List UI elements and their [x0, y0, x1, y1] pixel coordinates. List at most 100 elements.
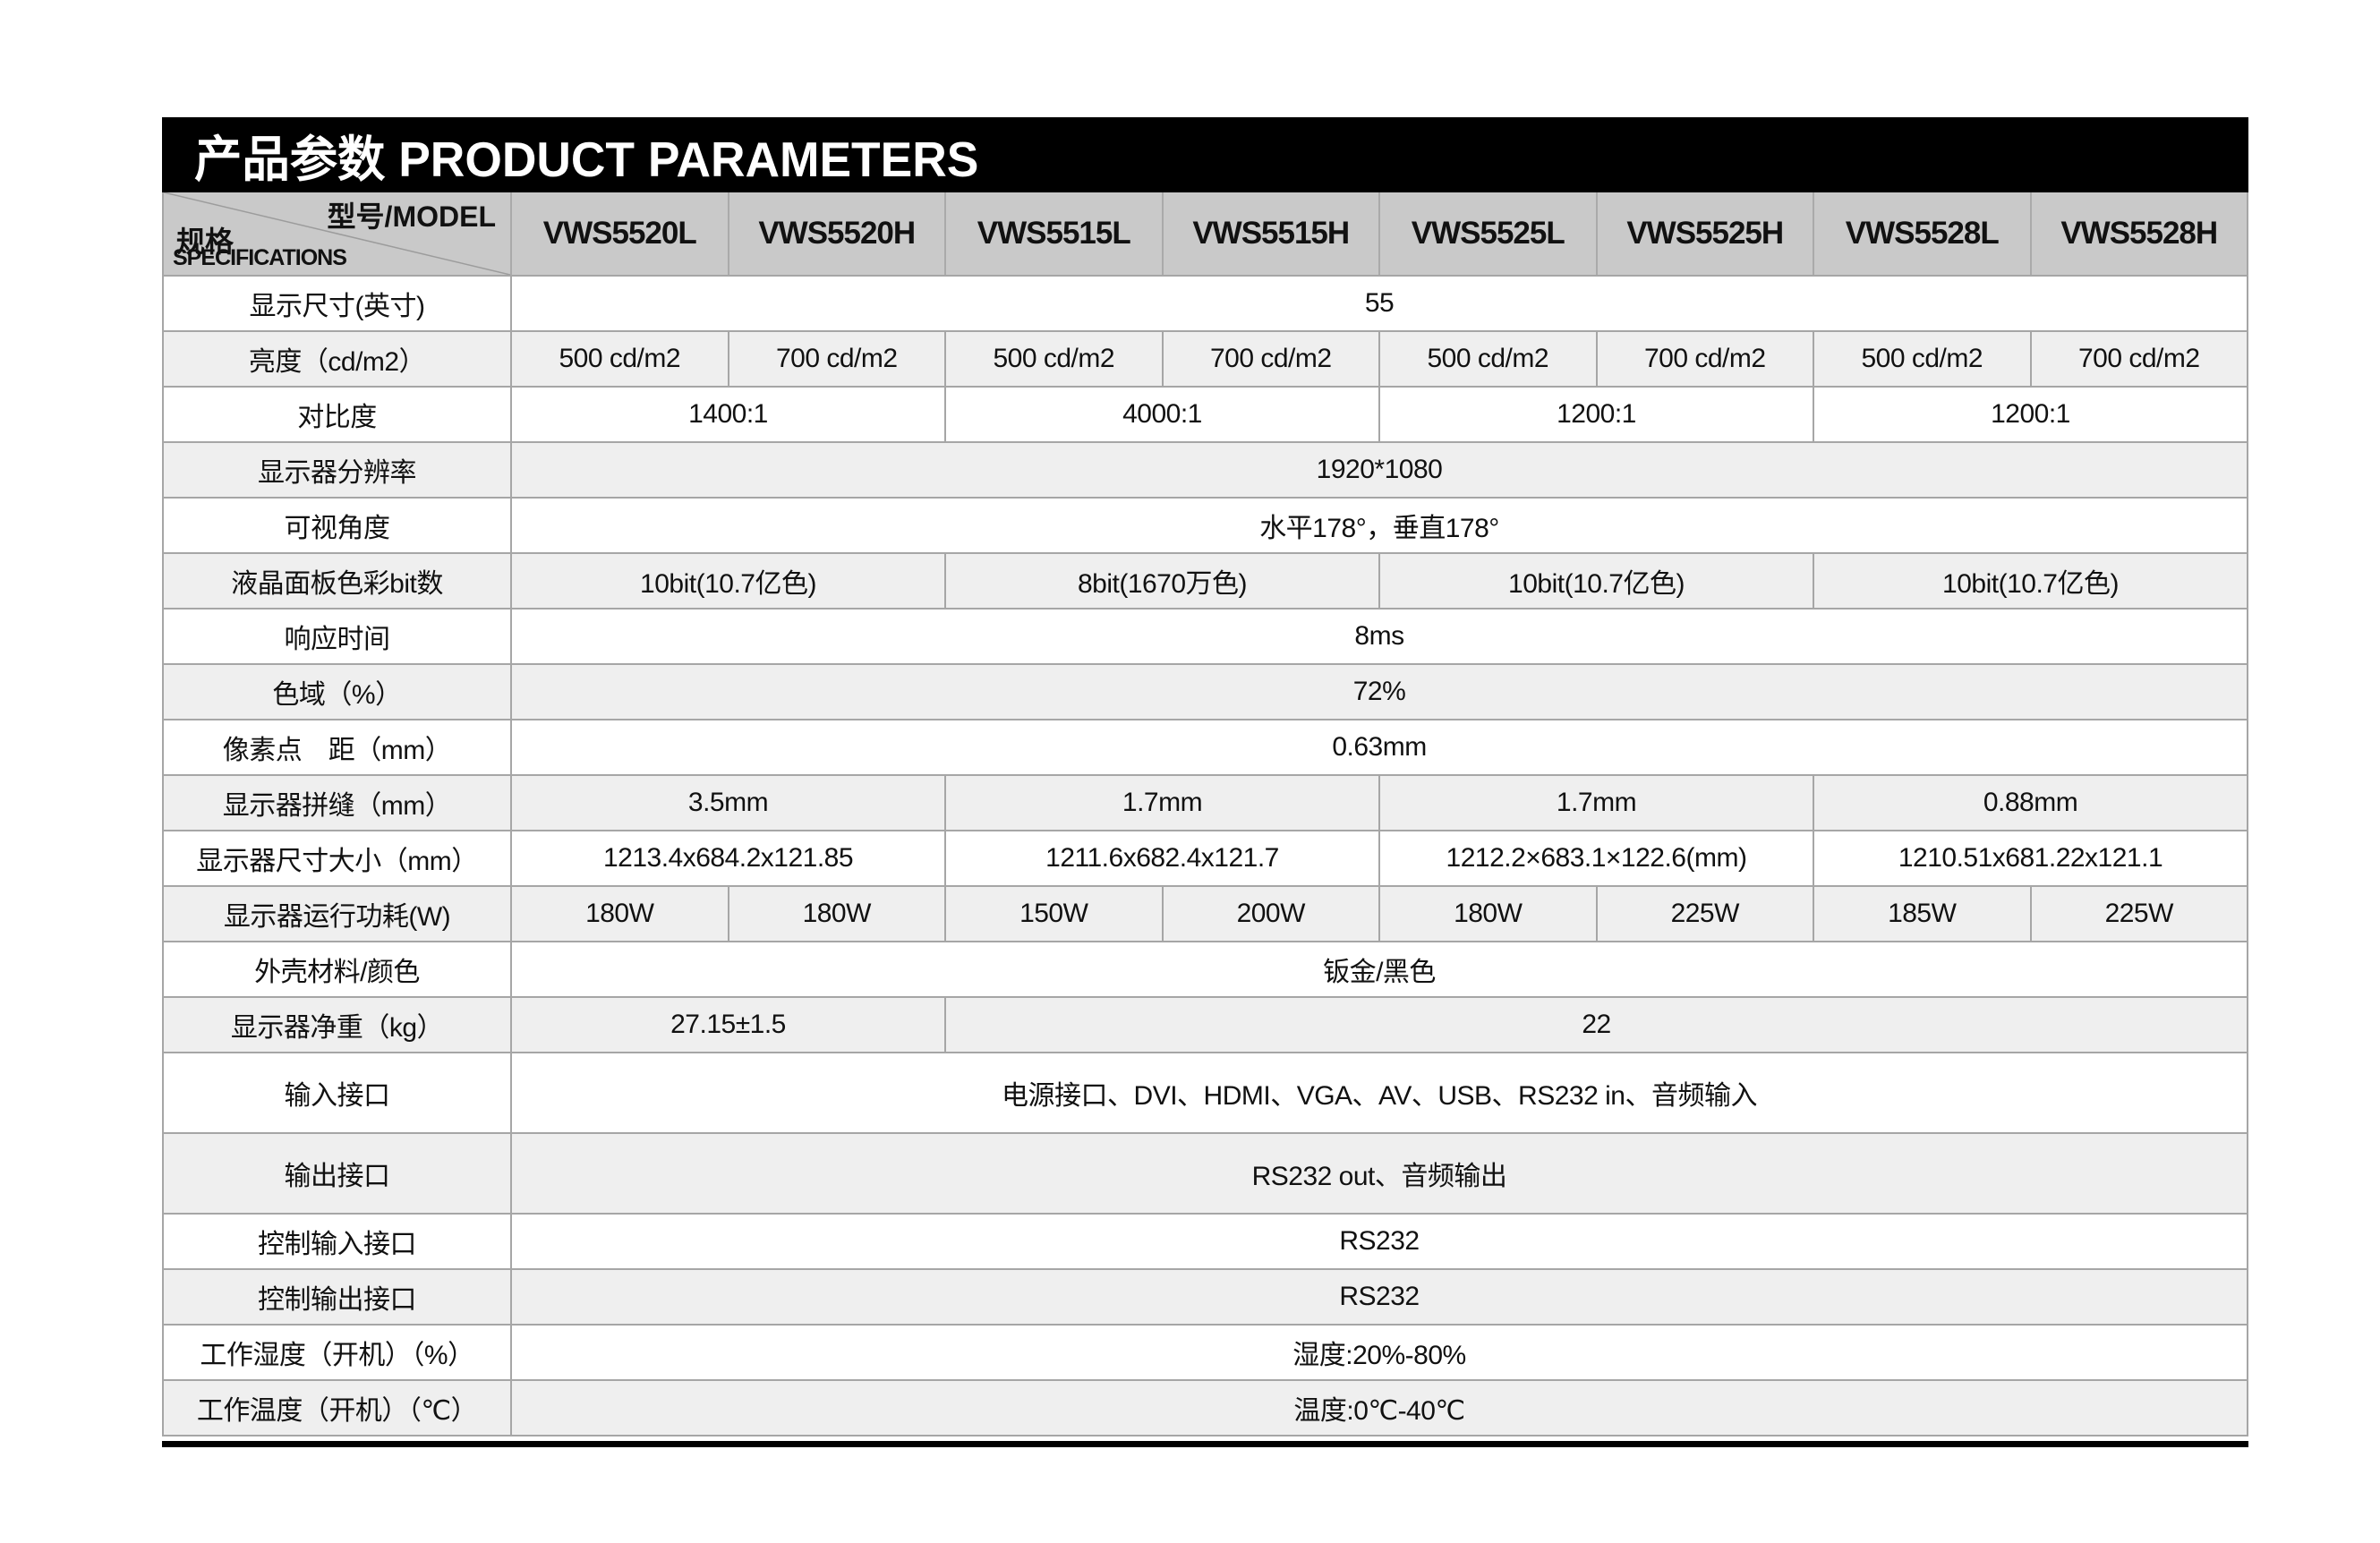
- value-cell: 钣金/黑色: [510, 942, 2247, 996]
- model-header-cell: VWS5528L: [1813, 192, 2030, 275]
- row-label: 对比度: [164, 388, 510, 441]
- value-cell: 1.7mm: [1378, 776, 1813, 830]
- row-label: 显示尺寸(英寸): [164, 277, 510, 330]
- row-label: 显示器分辨率: [164, 443, 510, 497]
- value-cell: 温度:0℃-40℃: [510, 1381, 2247, 1435]
- value-cell: 500 cd/m2: [510, 332, 728, 386]
- row-label: 工作湿度（开机）（%）: [164, 1326, 510, 1379]
- row-label: 输入接口: [164, 1053, 510, 1132]
- table-row: 工作湿度（开机）（%） 湿度:20%-80%: [164, 1324, 2247, 1379]
- row-label: 色域（%）: [164, 665, 510, 719]
- row-label: 响应时间: [164, 610, 510, 663]
- row-label: 显示器运行功耗(W): [164, 887, 510, 941]
- corner-spec-label-zh: 规格: [176, 226, 235, 258]
- row-label: 显示器拼缝（mm）: [164, 776, 510, 830]
- value-cell: 4000:1: [944, 388, 1378, 441]
- row-label: 外壳材料/颜色: [164, 942, 510, 996]
- row-label: 控制输入接口: [164, 1215, 510, 1268]
- model-header-cell: VWS5525L: [1378, 192, 1596, 275]
- corner-spec-label-en: SPECIFICATIONS: [173, 245, 347, 270]
- row-label: 亮度（cd/m2）: [164, 332, 510, 386]
- model-header-cell: VWS5525H: [1595, 192, 1813, 275]
- table-frame: 型号/MODEL 规格 SPECIFICATIONS VWS5520L VWS55…: [162, 192, 2248, 1436]
- value-cell: 1400:1: [510, 388, 944, 441]
- row-label: 像素点 距（mm）: [164, 720, 510, 774]
- product-parameters-table: 产品参数 PRODUCT PARAMETERS 型号/MODEL 规格 SPEC…: [162, 117, 2248, 1447]
- value-cell: 3.5mm: [510, 776, 944, 830]
- value-cell: 22: [944, 998, 2247, 1052]
- value-cell: 500 cd/m2: [1813, 332, 2030, 386]
- table-row: 输入接口 电源接口、DVI、HDMI、VGA、AV、USB、RS232 in、音频…: [164, 1052, 2247, 1132]
- corner-model-label: 型号/MODEL: [327, 200, 496, 233]
- value-cell: 1.7mm: [944, 776, 1378, 830]
- table-row: 亮度（cd/m2） 500 cd/m2 700 cd/m2 500 cd/m2 700 …: [164, 330, 2247, 386]
- diagonal-divider-line: [164, 192, 510, 275]
- value-cell: 225W: [1595, 887, 1813, 941]
- value-cell: 150W: [944, 887, 1162, 941]
- value-cell: 180W: [1378, 887, 1596, 941]
- value-cell: 1210.51x681.22x121.1: [1813, 831, 2247, 885]
- value-cell: 55: [510, 277, 2247, 330]
- value-cell: 180W: [510, 887, 728, 941]
- table-row: 显示器分辨率 1920*1080: [164, 441, 2247, 497]
- value-cell: 72%: [510, 665, 2247, 719]
- value-cell: 1920*1080: [510, 443, 2247, 497]
- value-cell: 200W: [1161, 887, 1378, 941]
- value-cell: 700 cd/m2: [727, 332, 944, 386]
- value-cell: 8ms: [510, 610, 2247, 663]
- value-cell: 湿度:20%-80%: [510, 1326, 2247, 1379]
- value-cell: 1200:1: [1813, 388, 2247, 441]
- value-cell: 电源接口、DVI、HDMI、VGA、AV、USB、RS232 in、音频输入: [510, 1053, 2247, 1132]
- table-row: 显示器拼缝（mm） 3.5mm 1.7mm 1.7mm 0.88mm: [164, 774, 2247, 830]
- table-row: 控制输出接口 RS232: [164, 1268, 2247, 1324]
- value-cell: 水平178°，垂直178°: [510, 499, 2247, 552]
- row-label: 输出接口: [164, 1134, 510, 1213]
- table-row: 输出接口 RS232 out、音频输出: [164, 1132, 2247, 1213]
- value-cell: 700 cd/m2: [1595, 332, 1813, 386]
- row-label: 控制输出接口: [164, 1270, 510, 1324]
- page-title: 产品参数 PRODUCT PARAMETERS: [194, 132, 979, 187]
- value-cell: 0.88mm: [1813, 776, 2247, 830]
- model-header-cell: VWS5515H: [1161, 192, 1379, 275]
- value-cell: 10bit(10.7亿色): [1378, 554, 1813, 608]
- table-row: 显示器尺寸大小（mm） 1213.4x684.2x121.85 1211.6x682…: [164, 830, 2247, 885]
- value-cell: 180W: [727, 887, 944, 941]
- model-header-cell: VWS5520L: [510, 192, 728, 275]
- table-body: 显示尺寸(英寸) 55 亮度（cd/m2） 500 cd/m2 700 cd/m2 500…: [164, 275, 2247, 1435]
- model-header-cell: VWS5515L: [944, 192, 1162, 275]
- table-row: 控制输入接口 RS232: [164, 1213, 2247, 1268]
- row-label: 显示器尺寸大小（mm）: [164, 831, 510, 885]
- table-row: 色域（%） 72%: [164, 663, 2247, 719]
- row-label: 可视角度: [164, 499, 510, 552]
- title-bar: 产品参数 PRODUCT PARAMETERS: [162, 117, 2248, 192]
- value-cell: 1200:1: [1378, 388, 1813, 441]
- model-header-cell: VWS5528H: [2029, 192, 2248, 275]
- table-row: 外壳材料/颜色 钣金/黑色: [164, 941, 2247, 996]
- value-cell: RS232: [510, 1270, 2247, 1324]
- value-cell: RS232 out、音频输出: [510, 1134, 2247, 1213]
- table-row: 显示尺寸(英寸) 55: [164, 275, 2247, 330]
- table-row: 可视角度 水平178°，垂直178°: [164, 497, 2247, 552]
- table-header-row: 型号/MODEL 规格 SPECIFICATIONS VWS5520L VWS55…: [164, 192, 2247, 275]
- value-cell: 225W: [2029, 887, 2247, 941]
- table-row: 显示器运行功耗(W) 180W 180W 150W 200W 180W 225W 185W 22…: [164, 885, 2247, 941]
- table-row: 工作温度（开机）（℃） 温度:0℃-40℃: [164, 1379, 2247, 1435]
- row-label: 工作温度（开机）（℃）: [164, 1381, 510, 1435]
- model-header-cell: VWS5520H: [727, 192, 945, 275]
- row-label: 液晶面板色彩bit数: [164, 554, 510, 608]
- value-cell: 700 cd/m2: [2029, 332, 2247, 386]
- table-row: 对比度 1400:1 4000:1 1200:1 1200:1: [164, 386, 2247, 441]
- value-cell: 1212.2×683.1×122.6(mm): [1378, 831, 1813, 885]
- value-cell: 0.63mm: [510, 720, 2247, 774]
- table-row: 响应时间 8ms: [164, 608, 2247, 663]
- bottom-rule: [162, 1441, 2248, 1447]
- value-cell: 500 cd/m2: [1378, 332, 1596, 386]
- value-cell: 27.15±1.5: [510, 998, 944, 1052]
- value-cell: 185W: [1813, 887, 2030, 941]
- value-cell: 10bit(10.7亿色): [1813, 554, 2247, 608]
- table-row: 显示器净重（kg） 27.15±1.5 22: [164, 996, 2247, 1052]
- corner-cell: 型号/MODEL 规格 SPECIFICATIONS: [164, 192, 510, 275]
- value-cell: 1211.6x682.4x121.7: [944, 831, 1378, 885]
- row-label: 显示器净重（kg）: [164, 998, 510, 1052]
